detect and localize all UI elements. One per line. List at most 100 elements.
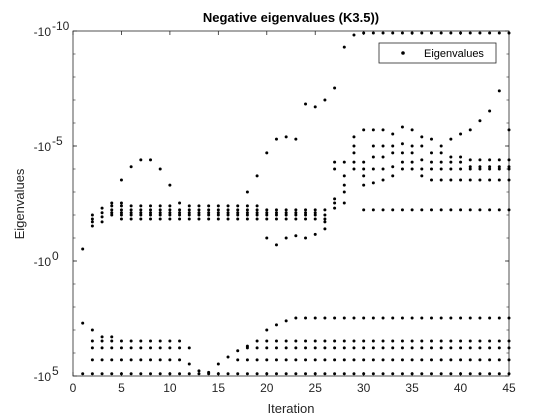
data-point — [488, 167, 492, 171]
data-point — [478, 158, 482, 162]
data-point — [284, 358, 288, 362]
data-point — [100, 372, 104, 376]
y-tick-label: -10 — [34, 140, 52, 154]
data-point — [304, 208, 308, 212]
data-point — [352, 33, 356, 37]
data-point — [284, 339, 288, 343]
data-point — [265, 217, 269, 221]
data-point — [488, 158, 492, 162]
data-point — [342, 160, 346, 164]
data-point — [362, 174, 366, 178]
data-point — [158, 372, 162, 376]
data-point — [294, 137, 298, 141]
data-point — [391, 346, 395, 350]
data-point — [139, 158, 143, 162]
data-point — [178, 208, 182, 212]
data-point — [119, 217, 123, 221]
data-point — [391, 372, 395, 376]
data-point — [119, 208, 123, 212]
data-point — [323, 346, 327, 350]
data-point — [429, 160, 433, 164]
data-point — [178, 346, 182, 350]
data-point — [294, 316, 298, 320]
data-point — [478, 165, 482, 169]
data-point — [323, 98, 327, 102]
data-point — [439, 151, 443, 155]
data-point — [216, 211, 220, 215]
data-points — [81, 31, 511, 376]
data-point — [100, 220, 104, 224]
data-point — [352, 358, 356, 362]
data-point — [439, 346, 443, 350]
data-point — [420, 358, 424, 362]
data-point — [352, 135, 356, 139]
data-point — [149, 211, 153, 215]
data-point — [449, 178, 453, 182]
data-point — [119, 372, 123, 376]
y-tick-label: -10 — [34, 370, 52, 384]
data-point — [342, 45, 346, 49]
data-point — [274, 213, 278, 217]
data-point — [362, 31, 366, 35]
data-point — [362, 316, 366, 320]
data-point — [81, 372, 85, 376]
data-point — [284, 135, 288, 139]
data-point — [352, 151, 356, 155]
data-point — [187, 346, 191, 350]
x-tick-label: 20 — [260, 381, 274, 395]
data-point — [100, 211, 104, 215]
data-point — [110, 211, 114, 215]
data-point — [420, 346, 424, 350]
legend: Eigenvalues — [378, 42, 497, 64]
data-point — [371, 316, 375, 320]
data-point — [255, 358, 259, 362]
data-point — [323, 358, 327, 362]
data-point — [294, 339, 298, 343]
data-point — [429, 137, 433, 141]
data-point — [226, 213, 230, 217]
data-point — [129, 217, 133, 221]
data-point — [420, 208, 424, 212]
data-point — [410, 316, 414, 320]
data-point — [245, 358, 249, 362]
data-point — [507, 316, 511, 320]
data-point — [255, 339, 259, 343]
data-point — [381, 144, 385, 148]
data-point — [313, 217, 317, 221]
data-point — [449, 167, 453, 171]
data-point — [449, 316, 453, 320]
data-point — [255, 211, 259, 215]
data-point — [468, 208, 472, 212]
data-point — [110, 358, 114, 362]
data-point — [197, 211, 201, 215]
data-point — [158, 358, 162, 362]
data-point — [362, 183, 366, 187]
data-point — [468, 346, 472, 350]
data-point — [410, 31, 414, 35]
data-point — [410, 128, 414, 132]
data-point — [333, 358, 337, 362]
data-point — [410, 372, 414, 376]
data-point — [149, 204, 153, 208]
data-point — [274, 346, 278, 350]
x-tick-label: 15 — [212, 381, 226, 395]
data-point — [119, 339, 123, 343]
data-point — [313, 232, 317, 236]
data-point — [371, 358, 375, 362]
data-point — [381, 372, 385, 376]
data-point — [362, 208, 366, 212]
data-point — [284, 208, 288, 212]
data-point — [352, 346, 356, 350]
data-point — [400, 151, 404, 155]
data-point — [90, 372, 94, 376]
data-point — [333, 346, 337, 350]
data-point — [381, 155, 385, 159]
data-point — [352, 144, 356, 148]
data-point — [439, 160, 443, 164]
data-point — [497, 339, 501, 343]
data-point — [284, 213, 288, 217]
data-point — [400, 339, 404, 343]
data-point — [129, 346, 133, 350]
data-point — [294, 211, 298, 215]
data-point — [168, 339, 172, 343]
